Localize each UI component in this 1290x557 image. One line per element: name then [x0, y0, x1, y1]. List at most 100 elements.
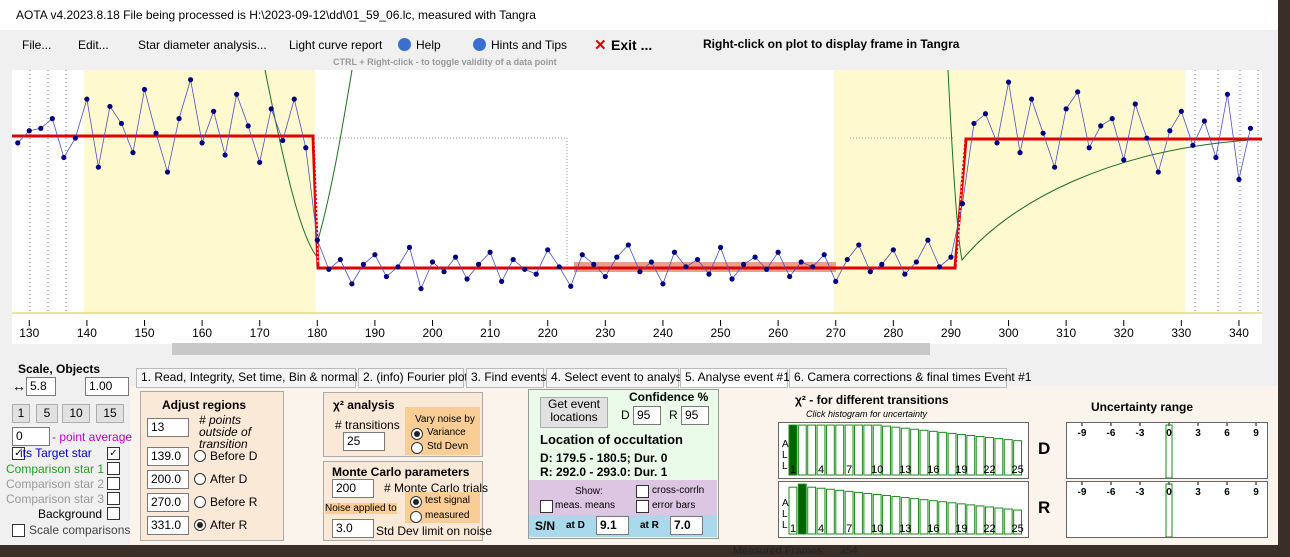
- checkbox[interactable]: [636, 500, 649, 513]
- data-point: [614, 254, 620, 260]
- checkbox[interactable]: [636, 485, 649, 498]
- data-point: [395, 264, 401, 270]
- uncertainty-tick-label: 3: [1195, 487, 1201, 498]
- scale-button[interactable]: 1: [12, 404, 30, 423]
- checkbox[interactable]: ✓: [107, 447, 120, 460]
- menu-subhint: CTRL + Right-click - to toggle validity …: [333, 57, 557, 67]
- checkbox[interactable]: [107, 492, 120, 505]
- checkbox[interactable]: [107, 462, 120, 475]
- radio[interactable]: [410, 496, 422, 508]
- hist-bar: [938, 431, 948, 476]
- checkbox[interactable]: [12, 524, 25, 537]
- menu-item[interactable]: Help: [416, 38, 441, 52]
- histogram[interactable]: 1 4 7 10 13 16 19 22 25: [778, 481, 1029, 538]
- radio[interactable]: [411, 442, 423, 454]
- data-point: [222, 152, 228, 158]
- data-point: [153, 130, 159, 136]
- region-input: 200.0: [147, 470, 189, 489]
- data-point: [1098, 123, 1104, 129]
- checkbox[interactable]: [540, 500, 553, 513]
- sn-r: 7.0: [670, 516, 703, 535]
- menu-item[interactable]: Star diameter analysis...: [138, 38, 267, 52]
- radio[interactable]: [194, 450, 206, 462]
- checkbox[interactable]: ✓: [12, 447, 25, 460]
- tab[interactable]: 3. Find events: [466, 368, 546, 388]
- checkbox[interactable]: [107, 507, 120, 520]
- data-point: [211, 108, 217, 114]
- histogram[interactable]: 1 4 7 10 13 16 19 22 25: [778, 422, 1029, 479]
- menu-item[interactable]: File...: [22, 38, 52, 52]
- scale-button[interactable]: 5: [36, 404, 58, 423]
- data-point: [694, 256, 701, 263]
- menu-item[interactable]: Light curve report: [289, 38, 383, 52]
- menu-item[interactable]: Edit...: [78, 38, 109, 52]
- radio[interactable]: [411, 428, 423, 440]
- data-point: [199, 140, 205, 146]
- tab[interactable]: 4. Select event to analyse: [546, 368, 688, 388]
- uncertainty-tick-label: 0: [1166, 428, 1172, 439]
- hist-tick-label: 16: [927, 464, 939, 476]
- uncertainty-tick-label: 3: [1195, 428, 1201, 439]
- x-tick-label: 280: [883, 326, 903, 340]
- radio[interactable]: [194, 473, 206, 485]
- hist-tick-label: 25: [1012, 464, 1024, 476]
- background-label: Background: [38, 507, 103, 521]
- data-point: [314, 237, 320, 243]
- adjust-title: Adjust regions: [162, 398, 247, 412]
- x-tick-label: 140: [77, 326, 97, 340]
- data-point: [1144, 135, 1150, 141]
- data-point: [406, 244, 413, 250]
- hist-bar: [788, 486, 798, 535]
- data-point: [1178, 108, 1184, 114]
- radio[interactable]: [194, 496, 206, 508]
- hist-bar: [872, 493, 882, 535]
- x-tick-label: 150: [134, 326, 154, 340]
- data-point: [441, 269, 447, 275]
- get-event-button[interactable]: Get event locations: [540, 397, 608, 428]
- tab[interactable]: 2. (info) Fourier plot: [358, 368, 468, 388]
- data-point: [764, 266, 770, 272]
- arrow: ↔: [12, 378, 26, 394]
- r-input: 95: [681, 406, 709, 425]
- hist-bar: [994, 438, 1004, 476]
- hist-tick-label: 13: [899, 523, 911, 535]
- scroll-thumb[interactable]: [172, 343, 930, 355]
- data-point: [1063, 106, 1069, 112]
- noise-label: Noise applied to: [325, 503, 397, 514]
- scale-button[interactable]: 10: [62, 404, 90, 423]
- data-point: [303, 145, 309, 151]
- comparison-label: Comparison star 3: [6, 492, 105, 506]
- checkbox[interactable]: [107, 477, 120, 490]
- scale-comparisons-label: Scale comparisons: [29, 523, 131, 537]
- hist-bar: [891, 426, 901, 476]
- comparison-label: Comparison star 1: [6, 462, 105, 476]
- average-label: - point average: [52, 430, 133, 444]
- tab[interactable]: 5. Analyse event #1: [680, 368, 790, 388]
- tab[interactable]: 6. Camera corrections & final times Even…: [789, 368, 1031, 388]
- radio[interactable]: [194, 519, 206, 531]
- hist-tick-label: 13: [899, 464, 911, 476]
- data-point: [568, 283, 574, 289]
- hist-bar: [844, 490, 854, 535]
- help-icon: [473, 38, 486, 51]
- menu-item[interactable]: Hints and Tips: [491, 38, 568, 52]
- uncertainty-tick-label: 0: [1166, 487, 1172, 498]
- light-curve-plot: 130 140 150 160 170 180 190 200 210 220 230 240 250 2…: [12, 70, 1262, 344]
- show-option: error bars: [652, 500, 696, 511]
- region-label: After R: [210, 518, 248, 532]
- data-point: [349, 281, 355, 287]
- scale-button[interactable]: 15: [96, 404, 124, 423]
- tab[interactable]: 1. Read, Integrity, Set time, Bin & norm…: [136, 368, 373, 388]
- radio-dot: [197, 522, 203, 528]
- region: [84, 70, 315, 313]
- data-point: [533, 271, 539, 277]
- data-point: [925, 237, 931, 243]
- uncertainty-tick-label: -3: [1136, 487, 1145, 498]
- dotted-lines: [29, 70, 1259, 313]
- data-point: [26, 128, 32, 134]
- data-point: [72, 135, 78, 141]
- transitions-label: # transitions: [335, 418, 400, 432]
- data-point: [61, 154, 67, 161]
- menu-item[interactable]: Exit ...: [611, 37, 653, 53]
- radio[interactable]: [410, 511, 422, 523]
